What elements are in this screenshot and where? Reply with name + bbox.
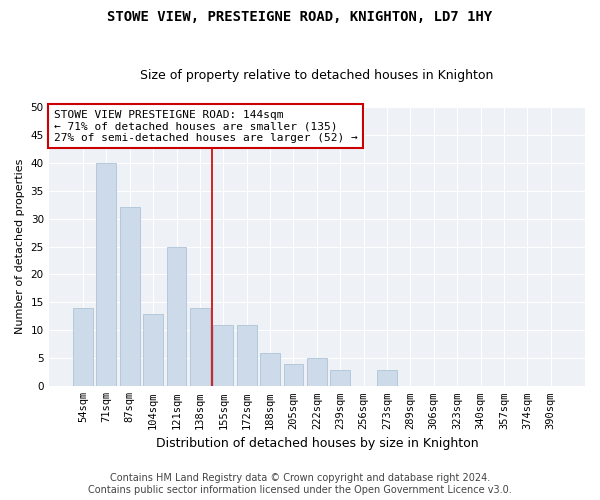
Bar	[97, 162, 116, 386]
Text: Contains HM Land Registry data © Crown copyright and database right 2024.
Contai: Contains HM Land Registry data © Crown c…	[88, 474, 512, 495]
X-axis label: Distribution of detached houses by size in Knighton: Distribution of detached houses by size …	[155, 437, 478, 450]
Bar	[284, 364, 304, 386]
Title: Size of property relative to detached houses in Knighton: Size of property relative to detached ho…	[140, 69, 494, 82]
Bar	[190, 308, 210, 386]
Bar	[167, 246, 187, 386]
Bar	[73, 308, 93, 386]
Bar	[237, 325, 257, 386]
Bar	[143, 314, 163, 386]
Text: STOWE VIEW PRESTEIGNE ROAD: 144sqm
← 71% of detached houses are smaller (135)
27: STOWE VIEW PRESTEIGNE ROAD: 144sqm ← 71%…	[54, 110, 358, 143]
Bar	[260, 353, 280, 386]
Text: STOWE VIEW, PRESTEIGNE ROAD, KNIGHTON, LD7 1HY: STOWE VIEW, PRESTEIGNE ROAD, KNIGHTON, L…	[107, 10, 493, 24]
Bar	[330, 370, 350, 386]
Bar	[120, 208, 140, 386]
Bar	[377, 370, 397, 386]
Bar	[214, 325, 233, 386]
Bar	[307, 358, 327, 386]
Y-axis label: Number of detached properties: Number of detached properties	[15, 159, 25, 334]
